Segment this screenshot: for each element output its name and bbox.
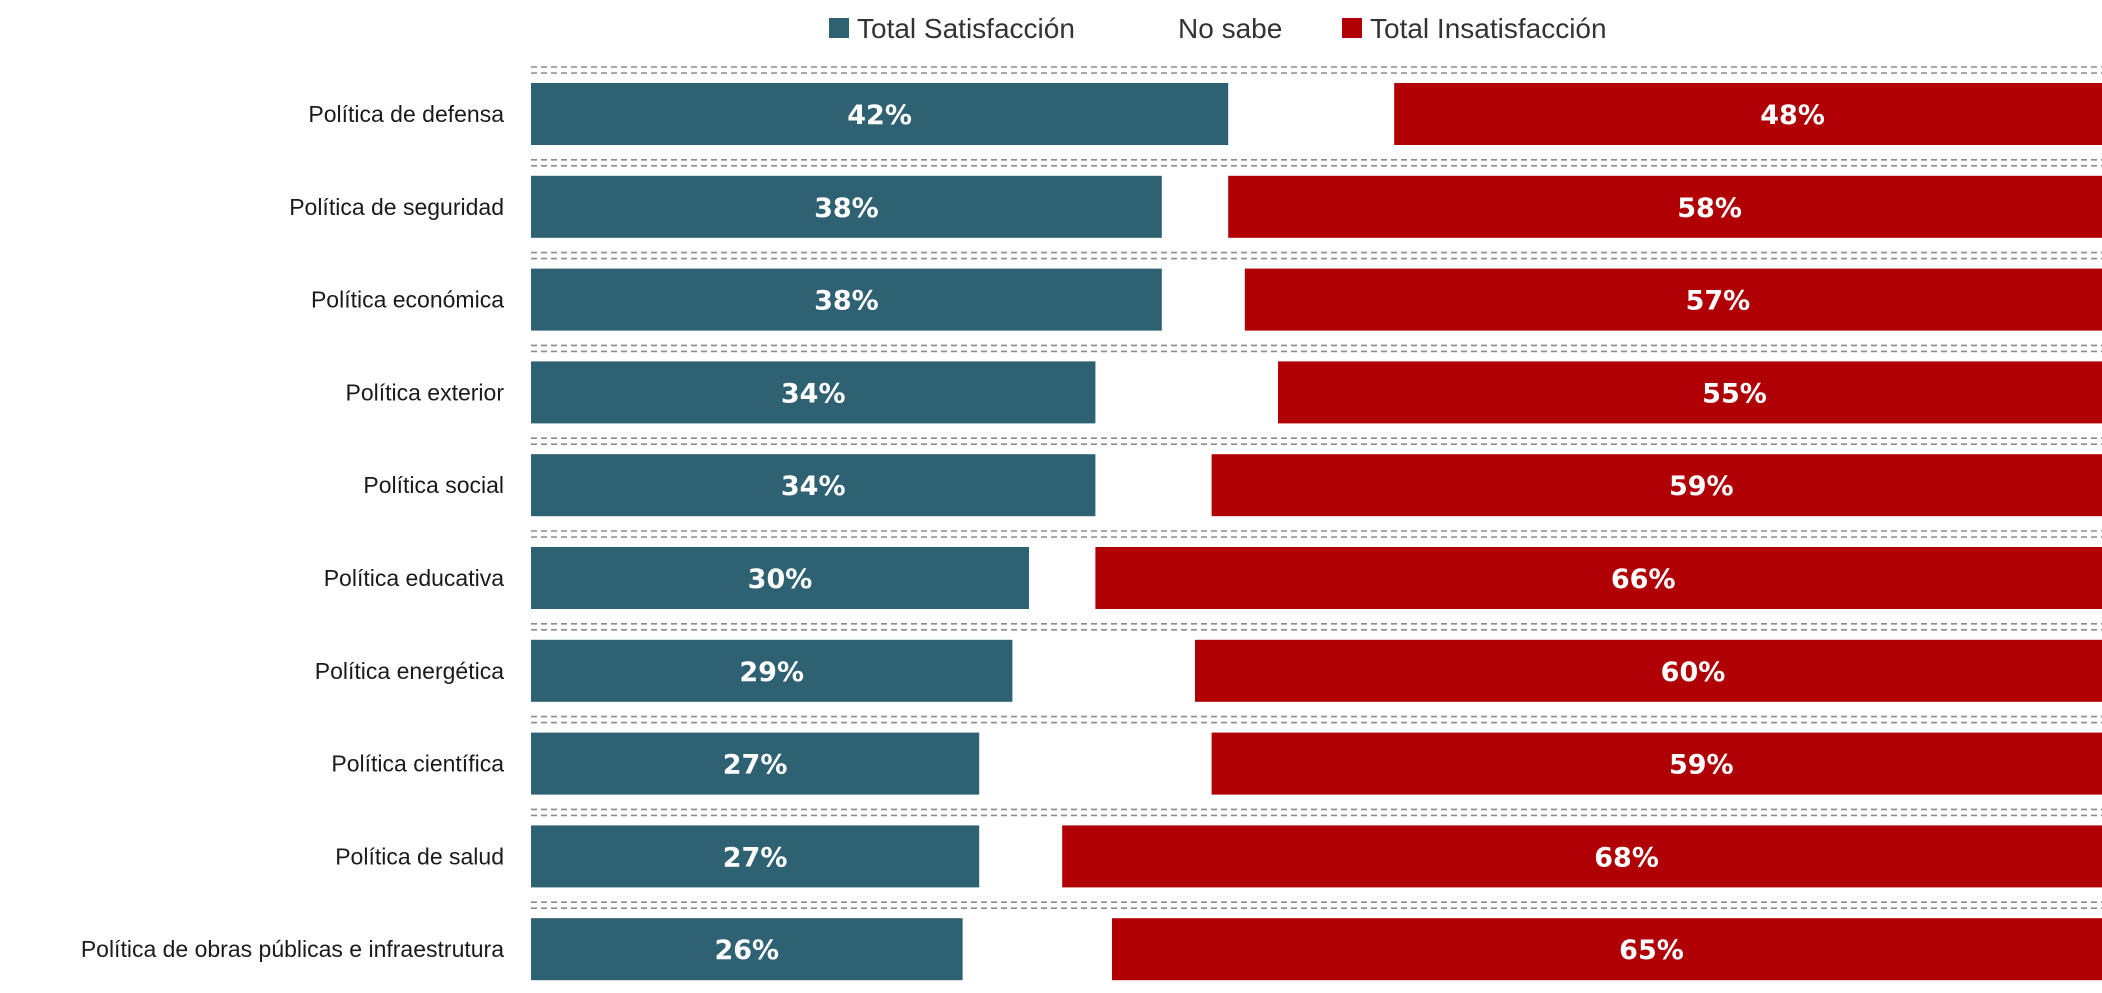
gridlines <box>531 66 2102 910</box>
data-label: 38% <box>814 286 879 317</box>
data-label: 55% <box>1702 378 1767 409</box>
data-label: 60% <box>1661 657 1726 688</box>
legend: Total Satisfacción No sabe Total Insatis… <box>829 13 1607 44</box>
legend-label-satisfaccion: Total Satisfacción <box>857 13 1075 44</box>
labels: Política de defensa 42% 48% Política de seg… <box>81 100 1825 966</box>
bar-insatisfaccion <box>1211 454 2102 517</box>
data-label: 26% <box>714 935 779 966</box>
bar-satisfaccion <box>531 361 1096 424</box>
category-label: Política de seguridad <box>289 194 504 220</box>
data-label: 59% <box>1669 750 1734 781</box>
bar-satisfaccion <box>531 918 963 981</box>
category-label: Política energética <box>315 658 504 684</box>
category-label: Política económica <box>311 287 504 313</box>
bar-insatisfaccion <box>1394 83 2102 145</box>
legend-label-insatisfaccion: Total Insatisfacción <box>1370 13 1607 44</box>
bar-satisfaccion <box>531 732 980 795</box>
data-label: 48% <box>1760 100 1825 131</box>
category-label: Política de obras públicas e infraestrut… <box>81 936 504 962</box>
data-label: 27% <box>723 750 788 781</box>
category-label: Política de defensa <box>308 101 504 127</box>
bar-insatisfaccion <box>1195 639 2102 702</box>
bar-satisfaccion <box>531 825 980 888</box>
data-label: 65% <box>1619 935 1684 966</box>
legend-label-no-sabe: No sabe <box>1178 13 1282 44</box>
bar-satisfaccion <box>531 83 1229 145</box>
data-label: 34% <box>781 378 846 409</box>
bar-satisfaccion <box>531 547 1029 609</box>
bar-insatisfaccion <box>1228 175 2102 238</box>
legend-swatch-satisfaccion <box>829 18 849 38</box>
legend-swatch-insatisfaccion <box>1342 18 1362 38</box>
bar-satisfaccion <box>531 639 1013 702</box>
bar-insatisfaccion <box>1244 268 2102 331</box>
bar-satisfaccion <box>531 454 1096 517</box>
bar-insatisfaccion <box>1062 825 2102 888</box>
data-label: 58% <box>1677 193 1742 224</box>
bar-satisfaccion <box>531 268 1162 331</box>
category-label: Política de salud <box>335 843 504 869</box>
bar-insatisfaccion <box>1278 361 2102 424</box>
bar-satisfaccion <box>531 175 1162 238</box>
data-label: 42% <box>847 100 912 131</box>
bar-insatisfaccion <box>1112 918 2102 981</box>
data-label: 66% <box>1611 564 1676 595</box>
category-label: Política educativa <box>324 565 504 591</box>
data-label: 27% <box>723 842 788 873</box>
data-label: 34% <box>781 471 846 502</box>
bar-insatisfaccion <box>1095 547 2102 609</box>
bar-insatisfaccion <box>1211 732 2102 795</box>
data-label: 57% <box>1686 286 1751 317</box>
data-label: 68% <box>1594 842 1659 873</box>
data-label: 38% <box>814 193 879 224</box>
category-label: Política científica <box>331 751 504 777</box>
data-label: 29% <box>739 657 804 688</box>
data-label: 59% <box>1669 471 1734 502</box>
data-label: 30% <box>748 564 813 595</box>
category-label: Política exterior <box>345 379 504 405</box>
category-label: Política social <box>363 472 504 498</box>
bars <box>531 83 2102 981</box>
